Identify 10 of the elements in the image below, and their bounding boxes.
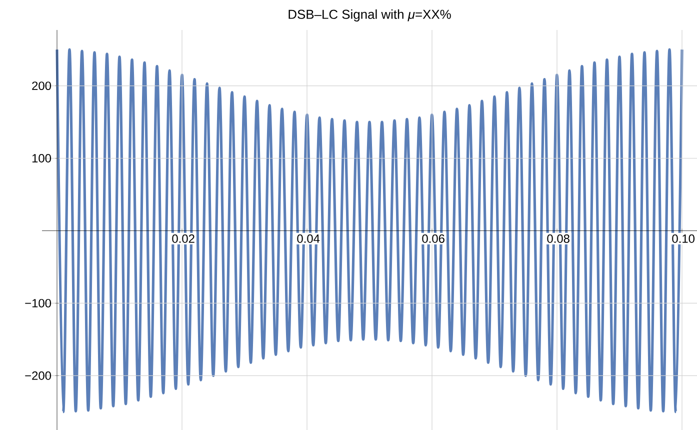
- y-tick-label: 100: [32, 154, 52, 162]
- chart-title: DSB–LC Signal with μ=XX%: [288, 9, 451, 22]
- x-tick-label: 0.08: [547, 234, 570, 243]
- x-tick-label: 0.02: [172, 234, 194, 243]
- x-tick-label: 0.10: [672, 234, 695, 243]
- y-tick-label: 200: [32, 82, 52, 90]
- x-tick-label: 0.06: [422, 234, 444, 243]
- y-tick-label: −100: [25, 298, 52, 308]
- y-tick-label: −200: [25, 371, 52, 380]
- x-tick-label: 0.04: [297, 234, 320, 243]
